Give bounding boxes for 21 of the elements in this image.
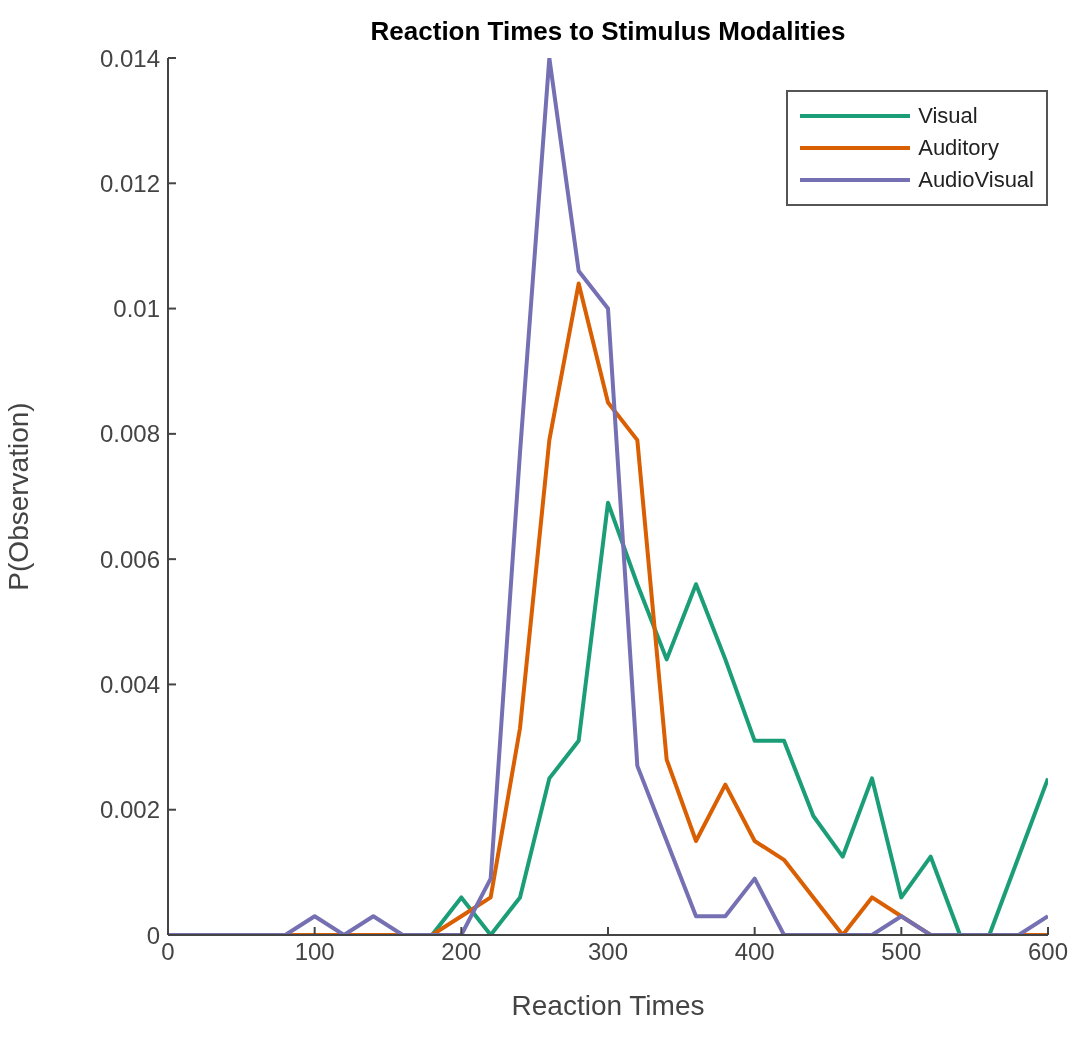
x-tick-label: 100 (294, 938, 335, 966)
x-tick-label: 600 (1027, 938, 1069, 966)
y-tick-label: 0.004 (99, 670, 160, 698)
line-series (168, 58, 1048, 935)
y-tick-label: 0.006 (99, 545, 160, 573)
x-tick-label: 400 (734, 938, 775, 966)
legend-label: AudioVisual (918, 167, 1034, 193)
x-tick-label: 200 (441, 938, 482, 966)
y-tick-label: 0.014 (99, 44, 160, 72)
x-tick-label: 300 (587, 938, 629, 966)
y-axis-title: P(Observation) (2, 402, 34, 591)
x-axis-title: Reaction Times (511, 990, 705, 1021)
y-tick-label: 0.008 (99, 420, 160, 448)
legend-label: Auditory (918, 135, 999, 161)
y-tick-label: 0.01 (113, 295, 160, 323)
chart-title: Reaction Times to Stimulus Modalities (369, 16, 847, 47)
y-tick-label: 0.012 (99, 169, 160, 197)
legend-label: Visual (918, 103, 978, 129)
y-tick-label: 0.002 (99, 796, 160, 824)
x-tick-label: 500 (881, 938, 922, 966)
y-tick-label: 0 (146, 921, 160, 949)
